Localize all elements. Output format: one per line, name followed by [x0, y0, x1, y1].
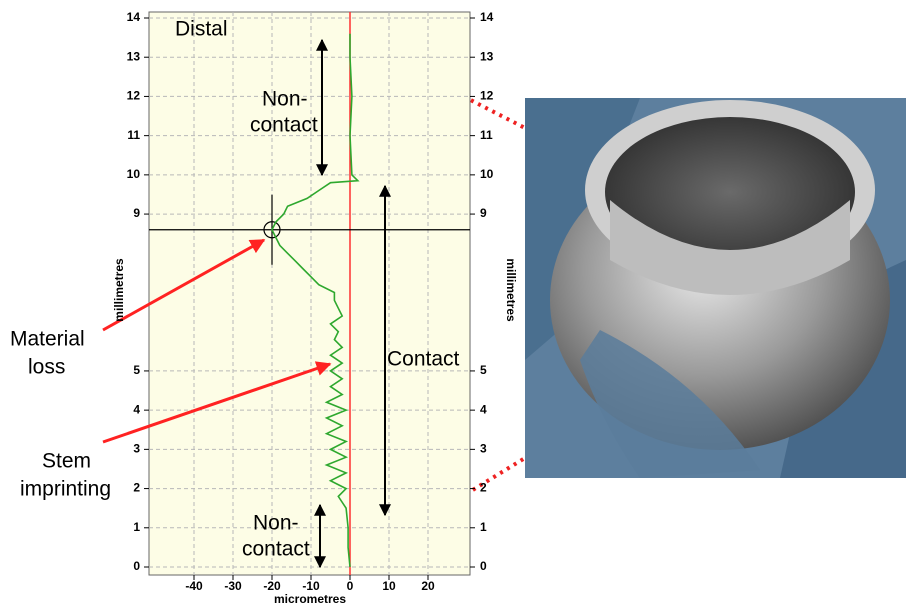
- y-axis-label: millimetres: [112, 258, 126, 322]
- label: loss: [28, 356, 65, 379]
- y2-axis-label: millimetres: [504, 258, 518, 322]
- photo: [525, 98, 906, 478]
- y-tick-label: 12: [127, 89, 141, 103]
- y-tick-label: 4: [133, 402, 140, 416]
- y-tick-label: 14: [127, 10, 141, 24]
- y-tick-label: 5: [133, 363, 140, 377]
- y2-tick-label: 12: [480, 89, 494, 103]
- y-tick-label: 13: [127, 49, 141, 63]
- x-tick-label: 0: [347, 579, 354, 593]
- page: {"chart_data": {"type": "line", "xlabel"…: [0, 0, 906, 606]
- x-tick-label: -40: [185, 579, 203, 593]
- x-tick-label: 20: [421, 579, 435, 593]
- y-tick-label: 1: [133, 520, 140, 534]
- y2-tick-label: 3: [480, 442, 487, 456]
- y-tick-label: 9: [133, 206, 140, 220]
- y-tick-label: 3: [133, 442, 140, 456]
- label: Stem: [42, 450, 91, 473]
- label: Material: [10, 328, 85, 351]
- label: contact: [242, 538, 310, 561]
- label: Non-: [253, 512, 299, 535]
- y2-tick-label: 9: [480, 206, 487, 220]
- label: Non-: [262, 88, 308, 111]
- label: contact: [250, 114, 318, 137]
- y-tick-label: 0: [133, 559, 140, 573]
- y2-tick-label: 13: [480, 49, 494, 63]
- y2-tick-label: 4: [480, 402, 487, 416]
- x-tick-label: 10: [382, 579, 396, 593]
- y2-tick-label: 11: [480, 128, 493, 142]
- y2-tick-label: 0: [480, 559, 487, 573]
- y-tick-label: 10: [127, 167, 141, 181]
- y2-tick-label: 2: [480, 481, 487, 495]
- x-tick-label: -30: [224, 579, 242, 593]
- y-tick-label: 11: [127, 128, 140, 142]
- plot-area: [149, 12, 470, 575]
- x-axis-label: micrometres: [274, 592, 346, 606]
- y2-tick-label: 10: [480, 167, 494, 181]
- figure: 0011223344559910101111121213131414-40-30…: [0, 0, 906, 606]
- x-tick-label: -20: [263, 579, 281, 593]
- y2-tick-label: 14: [480, 10, 494, 24]
- label: Contact: [387, 348, 460, 371]
- y2-tick-label: 1: [480, 520, 487, 534]
- y-tick-label: 2: [133, 481, 140, 495]
- label: imprinting: [20, 478, 111, 501]
- y2-tick-label: 5: [480, 363, 487, 377]
- label: Distal: [175, 18, 228, 41]
- x-tick-label: -10: [302, 579, 320, 593]
